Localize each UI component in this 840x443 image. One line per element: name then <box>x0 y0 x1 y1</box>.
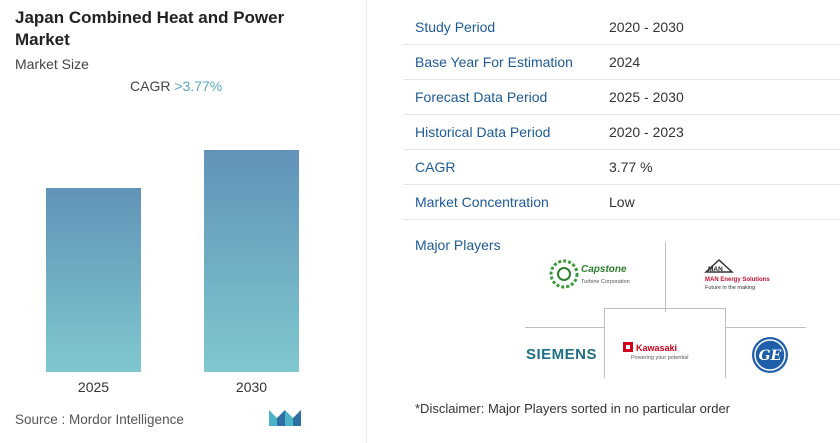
major-players-label: Major Players <box>415 237 501 253</box>
ge-logo: GE <box>751 336 789 379</box>
info-label: Market Concentration <box>415 194 549 210</box>
kawasaki-logo: Kawasaki Powering your potential <box>617 322 714 376</box>
market-size-label: Market Size <box>15 56 89 72</box>
kawasaki-river-mark-icon: Kawasaki Powering your potential <box>623 342 688 361</box>
logo-grid-divider <box>525 327 605 328</box>
bar-2030 <box>204 150 299 372</box>
logo-grid-divider <box>665 242 666 312</box>
market-size-card: Japan Combined Heat and Power Market Mar… <box>0 0 367 443</box>
info-row-market-concentration: Market Concentration Low <box>403 185 840 220</box>
svg-text:Future in the making: Future in the making <box>705 285 755 291</box>
info-label: Base Year For Estimation <box>415 54 573 70</box>
ge-monogram-icon: GE <box>752 337 788 373</box>
siemens-logo: SIEMENS <box>526 346 598 363</box>
cagr-label: CAGR <box>130 78 171 94</box>
svg-text:Kawasaki: Kawasaki <box>636 343 677 353</box>
market-size-bar-chart: 2025 2030 <box>46 150 299 395</box>
info-row-cagr: CAGR 3.77 % <box>403 150 840 185</box>
info-label: CAGR <box>415 159 456 175</box>
svg-text:Capstone: Capstone <box>581 264 627 275</box>
info-label: Study Period <box>415 19 496 35</box>
mordor-intelligence-logo-icon <box>269 410 301 426</box>
logo-grid-divider <box>726 327 806 328</box>
info-label: Historical Data Period <box>415 124 551 140</box>
info-value: 2020 - 2023 <box>609 124 684 140</box>
logo-grid-divider <box>604 308 726 309</box>
svg-text:Powering your potential: Powering your potential <box>631 355 688 361</box>
cagr-value: >3.77% <box>174 78 223 94</box>
logo-grid-divider <box>604 308 605 378</box>
info-value: 2020 - 2030 <box>609 19 684 35</box>
man-energy-solutions-logo: MAN MAN Energy Solutions Future in the m… <box>703 258 783 297</box>
info-value: 2025 - 2030 <box>609 89 684 105</box>
svg-text:MAN: MAN <box>708 266 723 273</box>
source-note: Source : Mordor Intelligence <box>15 412 184 427</box>
disclaimer-note: *Disclaimer: Major Players sorted in no … <box>415 401 731 416</box>
report-title: Japan Combined Heat and Power Market <box>15 8 285 49</box>
info-row-study-period: Study Period 2020 - 2030 <box>403 10 840 45</box>
capstone-swirl-icon: Capstone Turbine Corporation <box>549 259 630 289</box>
x-tick-label: 2025 <box>78 379 109 395</box>
svg-text:GE: GE <box>759 348 782 364</box>
man-triangle-icon: MAN MAN Energy Solutions Future in the m… <box>704 258 770 291</box>
capstone-logo: Capstone Turbine Corporation <box>548 256 644 297</box>
info-value: 3.77 % <box>609 159 653 175</box>
info-row-forecast-period: Forecast Data Period 2025 - 2030 <box>403 80 840 115</box>
info-row-historical-period: Historical Data Period 2020 - 2023 <box>403 115 840 150</box>
x-tick-label: 2030 <box>236 379 267 395</box>
info-value: 2024 <box>609 54 641 70</box>
svg-text:Turbine Corporation: Turbine Corporation <box>581 279 630 285</box>
info-value: Low <box>609 194 635 210</box>
info-label: Forecast Data Period <box>415 89 548 105</box>
report-details-panel: Study Period 2020 - 2030 Base Year For E… <box>403 0 840 443</box>
cagr-summary: CAGR >3.77% <box>130 78 222 94</box>
svg-text:MAN Energy Solutions: MAN Energy Solutions <box>705 277 770 283</box>
logo-grid-divider <box>725 308 726 378</box>
info-row-base-year: Base Year For Estimation 2024 <box>403 45 840 80</box>
bar-2025 <box>46 188 141 372</box>
